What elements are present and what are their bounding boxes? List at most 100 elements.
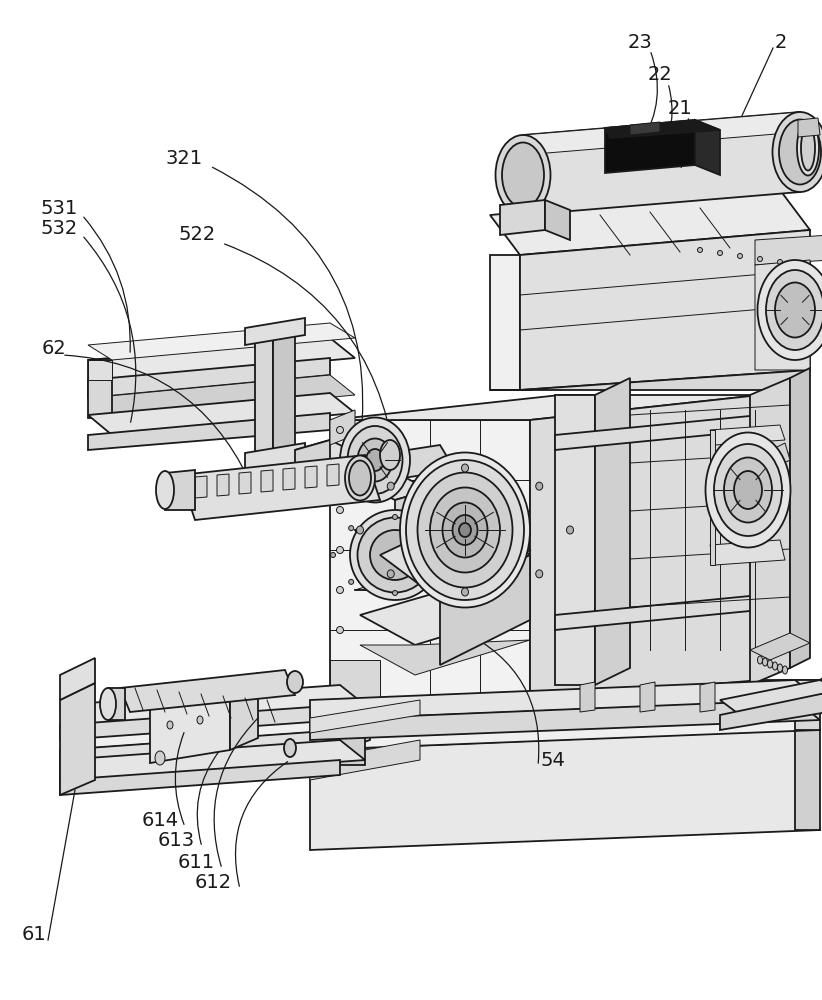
Ellipse shape — [461, 464, 469, 472]
Polygon shape — [310, 700, 420, 733]
Ellipse shape — [387, 482, 395, 490]
Polygon shape — [60, 740, 365, 780]
Polygon shape — [523, 112, 800, 215]
Polygon shape — [88, 375, 355, 418]
Ellipse shape — [758, 260, 822, 360]
Ellipse shape — [430, 488, 500, 572]
Polygon shape — [640, 682, 655, 712]
Polygon shape — [310, 700, 820, 740]
Polygon shape — [310, 740, 420, 780]
Polygon shape — [108, 688, 125, 720]
Polygon shape — [520, 230, 810, 390]
Polygon shape — [720, 690, 822, 730]
Text: 62: 62 — [42, 338, 67, 358]
Polygon shape — [555, 415, 760, 450]
Ellipse shape — [536, 570, 543, 578]
Polygon shape — [283, 468, 295, 490]
Ellipse shape — [455, 552, 459, 558]
Ellipse shape — [773, 112, 822, 192]
Polygon shape — [60, 705, 340, 740]
Text: 23: 23 — [628, 32, 653, 51]
Text: 611: 611 — [178, 852, 215, 871]
Ellipse shape — [336, 466, 344, 474]
Polygon shape — [310, 730, 820, 850]
Polygon shape — [710, 425, 785, 445]
Polygon shape — [255, 330, 273, 465]
Polygon shape — [330, 395, 760, 420]
Polygon shape — [710, 540, 785, 565]
Polygon shape — [295, 440, 430, 500]
Ellipse shape — [366, 449, 384, 471]
Ellipse shape — [734, 471, 762, 509]
Polygon shape — [755, 443, 790, 475]
Ellipse shape — [392, 590, 398, 595]
Polygon shape — [310, 680, 820, 750]
Polygon shape — [88, 413, 330, 450]
Polygon shape — [239, 472, 251, 494]
Text: 2: 2 — [775, 32, 787, 51]
Polygon shape — [60, 658, 95, 700]
Ellipse shape — [167, 721, 173, 729]
Ellipse shape — [737, 253, 742, 258]
Polygon shape — [555, 395, 595, 685]
Polygon shape — [230, 673, 258, 750]
Ellipse shape — [436, 579, 441, 584]
Text: 613: 613 — [158, 830, 195, 850]
Ellipse shape — [284, 739, 296, 757]
Polygon shape — [440, 555, 530, 665]
Ellipse shape — [357, 526, 363, 534]
Polygon shape — [217, 474, 229, 496]
Polygon shape — [120, 670, 295, 712]
Polygon shape — [790, 368, 810, 668]
Ellipse shape — [345, 456, 375, 500]
Ellipse shape — [496, 135, 551, 215]
Ellipse shape — [758, 656, 763, 664]
Polygon shape — [360, 580, 530, 645]
Text: 532: 532 — [40, 219, 77, 237]
Ellipse shape — [763, 658, 768, 666]
Polygon shape — [695, 120, 720, 175]
Polygon shape — [595, 378, 630, 685]
Polygon shape — [330, 410, 355, 445]
Ellipse shape — [400, 452, 530, 607]
Polygon shape — [88, 360, 112, 380]
Ellipse shape — [536, 482, 543, 490]
Ellipse shape — [714, 444, 782, 536]
Ellipse shape — [783, 666, 787, 674]
Polygon shape — [88, 358, 330, 398]
Polygon shape — [360, 640, 530, 675]
Polygon shape — [60, 683, 95, 795]
Ellipse shape — [358, 438, 392, 482]
Ellipse shape — [773, 662, 778, 670]
Text: 321: 321 — [165, 148, 202, 167]
Ellipse shape — [336, 626, 344, 634]
Ellipse shape — [502, 142, 544, 208]
Polygon shape — [180, 455, 380, 520]
Ellipse shape — [724, 458, 772, 522]
Polygon shape — [720, 680, 822, 715]
Text: 612: 612 — [195, 872, 232, 892]
Ellipse shape — [418, 473, 512, 587]
Polygon shape — [60, 730, 365, 750]
Ellipse shape — [698, 247, 703, 252]
Text: 21: 21 — [668, 99, 693, 117]
Polygon shape — [605, 120, 695, 173]
Ellipse shape — [392, 514, 398, 520]
Polygon shape — [630, 122, 660, 135]
Text: 614: 614 — [142, 810, 179, 830]
Polygon shape — [720, 680, 820, 700]
Polygon shape — [88, 338, 355, 380]
Ellipse shape — [768, 660, 773, 668]
Ellipse shape — [330, 552, 335, 558]
Ellipse shape — [336, 546, 344, 554]
Polygon shape — [60, 685, 365, 725]
Ellipse shape — [336, 586, 344, 593]
Polygon shape — [545, 200, 570, 240]
Polygon shape — [327, 464, 339, 486]
Ellipse shape — [336, 506, 344, 514]
Polygon shape — [750, 633, 810, 660]
Ellipse shape — [436, 526, 441, 531]
Polygon shape — [88, 360, 112, 418]
Polygon shape — [555, 595, 760, 630]
Polygon shape — [355, 548, 530, 590]
